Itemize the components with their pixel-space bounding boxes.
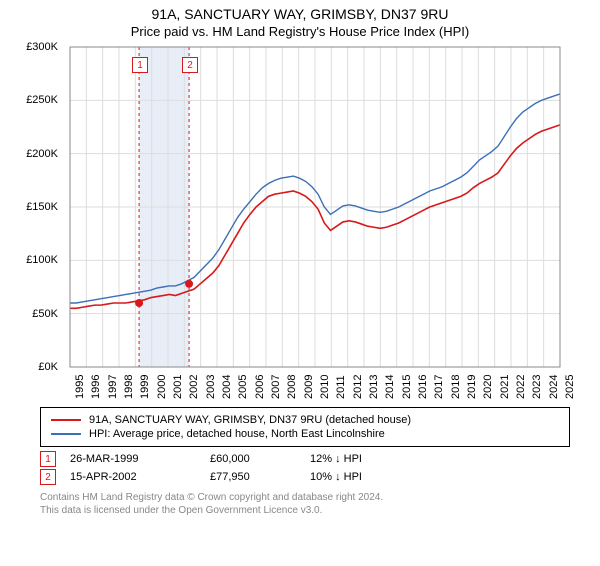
event-price-2: £77,950 bbox=[210, 471, 310, 483]
legend-label-series1: 91A, SANCTUARY WAY, GRIMSBY, DN37 9RU (d… bbox=[89, 414, 411, 426]
x-axis-label: 1999 bbox=[139, 375, 151, 399]
x-axis-label: 2014 bbox=[384, 375, 396, 399]
x-axis-label: 2016 bbox=[417, 375, 429, 399]
x-axis-label: 2008 bbox=[286, 375, 298, 399]
event-row-1: 1 26-MAR-1999 £60,000 12% ↓ HPI bbox=[40, 451, 570, 467]
legend-row-series2: HPI: Average price, detached house, Nort… bbox=[51, 428, 559, 440]
x-axis-label: 2004 bbox=[221, 375, 233, 399]
x-axis-label: 2019 bbox=[466, 375, 478, 399]
footer-attribution: Contains HM Land Registry data © Crown c… bbox=[40, 491, 570, 517]
x-axis-label: 2007 bbox=[270, 375, 282, 399]
x-axis-label: 2002 bbox=[188, 375, 200, 399]
legend-box: 91A, SANCTUARY WAY, GRIMSBY, DN37 9RU (d… bbox=[40, 407, 570, 447]
legend-swatch-blue bbox=[51, 433, 81, 435]
x-axis-label: 2006 bbox=[254, 375, 266, 399]
x-axis-label: 2025 bbox=[564, 375, 576, 399]
x-axis-label: 1996 bbox=[90, 375, 102, 399]
chart-title-line1: 91A, SANCTUARY WAY, GRIMSBY, DN37 9RU bbox=[0, 6, 600, 22]
event-date-1: 26-MAR-1999 bbox=[70, 453, 210, 465]
line-chart bbox=[30, 41, 590, 401]
x-axis-label: 2011 bbox=[335, 375, 347, 399]
y-axis-label: £0K bbox=[22, 361, 58, 373]
events-list: 1 26-MAR-1999 £60,000 12% ↓ HPI 2 15-APR… bbox=[40, 451, 570, 485]
x-axis-label: 2017 bbox=[433, 375, 445, 399]
y-axis-label: £200K bbox=[22, 148, 58, 160]
event-date-2: 15-APR-2002 bbox=[70, 471, 210, 483]
x-axis-label: 2015 bbox=[401, 375, 413, 399]
event-row-2: 2 15-APR-2002 £77,950 10% ↓ HPI bbox=[40, 469, 570, 485]
chart-container: £0K£50K£100K£150K£200K£250K£300K19951996… bbox=[30, 41, 590, 401]
x-axis-label: 2003 bbox=[205, 375, 217, 399]
x-axis-label: 1997 bbox=[107, 375, 119, 399]
legend-swatch-red bbox=[51, 419, 81, 421]
x-axis-label: 2020 bbox=[482, 375, 494, 399]
x-axis-label: 2018 bbox=[450, 375, 462, 399]
x-axis-label: 1995 bbox=[74, 375, 86, 399]
event-price-1: £60,000 bbox=[210, 453, 310, 465]
legend-row-series1: 91A, SANCTUARY WAY, GRIMSBY, DN37 9RU (d… bbox=[51, 414, 559, 426]
chart-title-line2: Price paid vs. HM Land Registry's House … bbox=[0, 24, 600, 39]
event-delta-2: 10% ↓ HPI bbox=[310, 471, 420, 483]
x-axis-label: 2005 bbox=[237, 375, 249, 399]
y-axis-label: £50K bbox=[22, 308, 58, 320]
footer-line2: This data is licensed under the Open Gov… bbox=[40, 504, 570, 517]
event-badge-1: 1 bbox=[40, 451, 56, 467]
x-axis-label: 2023 bbox=[531, 375, 543, 399]
chart-marker-badge: 2 bbox=[182, 57, 198, 73]
chart-marker-badge: 1 bbox=[132, 57, 148, 73]
legend-label-series2: HPI: Average price, detached house, Nort… bbox=[89, 428, 385, 440]
event-badge-2: 2 bbox=[40, 469, 56, 485]
x-axis-label: 2012 bbox=[352, 375, 364, 399]
x-axis-label: 2000 bbox=[156, 375, 168, 399]
x-axis-label: 2024 bbox=[548, 375, 560, 399]
footer-line1: Contains HM Land Registry data © Crown c… bbox=[40, 491, 570, 504]
x-axis-label: 2009 bbox=[303, 375, 315, 399]
x-axis-label: 2022 bbox=[515, 375, 527, 399]
x-axis-label: 2013 bbox=[368, 375, 380, 399]
y-axis-label: £250K bbox=[22, 94, 58, 106]
x-axis-label: 2010 bbox=[319, 375, 331, 399]
x-axis-label: 1998 bbox=[123, 375, 135, 399]
event-delta-1: 12% ↓ HPI bbox=[310, 453, 420, 465]
y-axis-label: £150K bbox=[22, 201, 58, 213]
y-axis-label: £300K bbox=[22, 41, 58, 53]
y-axis-label: £100K bbox=[22, 254, 58, 266]
x-axis-label: 2021 bbox=[499, 375, 511, 399]
x-axis-label: 2001 bbox=[172, 375, 184, 399]
